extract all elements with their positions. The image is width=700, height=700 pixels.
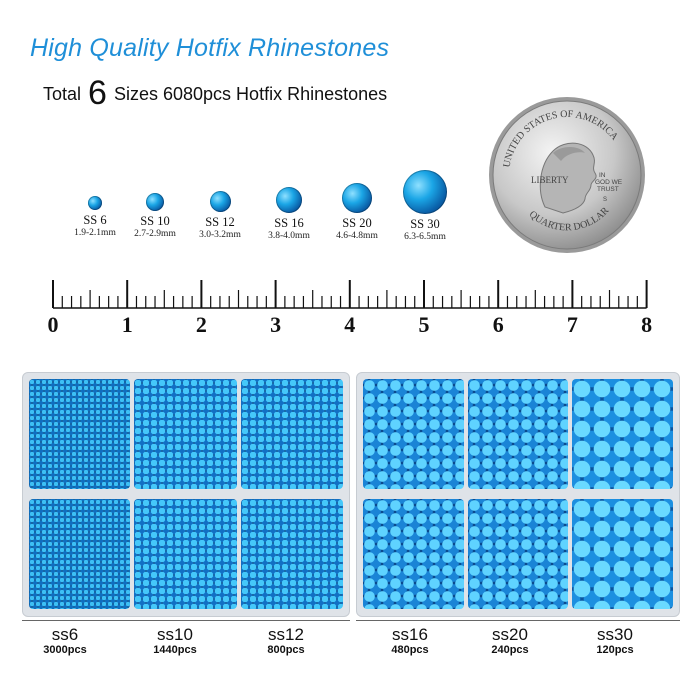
coin-motto: IN GOD WE TRUST: [595, 172, 623, 193]
compartment-ss30-bottom: [572, 499, 673, 609]
size-item: SS 10 2.7-2.9mm: [120, 193, 190, 239]
compartment-ss10-bottom: [134, 499, 237, 609]
size-range: 1.9-2.1mm: [74, 228, 116, 238]
rhinestone-icon: [342, 183, 372, 213]
coin-mint-mark: S: [603, 197, 607, 203]
ruler-number: 6: [493, 312, 504, 337]
compartment-size: ss10: [157, 625, 193, 644]
compartment-count: 240pcs: [491, 644, 529, 656]
ruler-number: 4: [344, 312, 355, 337]
rhinestone-icon: [276, 187, 302, 213]
compartment-label: ss20 240pcs: [455, 625, 565, 656]
rhinestone-icon: [403, 170, 447, 214]
compartment-ss20-bottom: [468, 499, 568, 609]
compartment-count: 3000pcs: [43, 644, 87, 656]
compartment-size: ss16: [392, 625, 428, 644]
ruler-number: 5: [419, 312, 430, 337]
compartment-ss6-bottom: [29, 499, 130, 609]
compartment-size: ss6: [51, 625, 79, 644]
compartment-size: ss12: [268, 625, 304, 644]
product-subtitle: Total 6 Sizes 6080pcs Hotfix Rhinestones: [43, 74, 387, 113]
subtitle-number: 6: [88, 74, 107, 112]
size-name: SS 16: [274, 216, 304, 230]
size-range: 3.0-3.2mm: [199, 230, 241, 240]
compartment-count: 800pcs: [267, 644, 305, 656]
storage-box-left: [22, 372, 350, 617]
bracket-line-left: [22, 620, 350, 621]
size-range: 6.3-6.5mm: [404, 232, 446, 242]
size-item: SS 20 4.6-4.8mm: [322, 183, 392, 241]
size-item: SS 30 6.3-6.5mm: [390, 170, 460, 242]
size-range: 4.6-4.8mm: [336, 231, 378, 241]
size-range: 2.7-2.9mm: [134, 229, 176, 239]
size-name: SS 10: [140, 214, 170, 228]
size-name: SS 20: [342, 216, 372, 230]
size-range: 3.8-4.0mm: [268, 231, 310, 241]
bracket-line-right: [356, 620, 680, 621]
size-name: SS 6: [83, 213, 107, 227]
size-name: SS 30: [410, 217, 440, 231]
compartment-count: 480pcs: [391, 644, 429, 656]
ruler-number: 2: [196, 312, 207, 337]
quarter-coin-image: UNITED STATES OF AMERICA QUARTER DOLLAR …: [489, 97, 645, 253]
ruler-number: 3: [270, 312, 281, 337]
subtitle-suffix: Sizes 6080pcs Hotfix Rhinestones: [113, 84, 388, 104]
rhinestone-icon: [209, 191, 231, 212]
ruler-number: 1: [122, 312, 133, 337]
size-item: SS 6 1.9-2.1mm: [60, 196, 130, 238]
compartment-count: 120pcs: [596, 644, 634, 656]
rhinestone-icon: [88, 196, 102, 210]
ruler-number: 0: [48, 312, 59, 337]
compartment-label: ss12 800pcs: [231, 625, 341, 656]
compartment-label: ss10 1440pcs: [120, 625, 230, 656]
size-name: SS 12: [205, 215, 235, 229]
ruler-number: 8: [641, 312, 652, 337]
inch-ruler: 0 1 2 3 4 5 6 7 8: [48, 280, 652, 337]
compartment-label: ss30 120pcs: [560, 625, 670, 656]
coin-liberty: LIBERTY: [531, 175, 569, 185]
compartment-ss12-top: [241, 379, 343, 489]
product-title: High Quality Hotfix Rhinestones: [30, 34, 390, 62]
compartment-ss20-top: [468, 379, 568, 489]
compartment-ss16-top: [363, 379, 464, 489]
size-item: SS 16 3.8-4.0mm: [254, 187, 324, 241]
rhinestone-icon: [146, 193, 164, 211]
compartment-ss30-top: [572, 379, 673, 489]
compartment-ss6-top: [29, 379, 130, 489]
size-item: SS 12 3.0-3.2mm: [185, 191, 255, 240]
subtitle-prefix: Total: [43, 84, 82, 104]
compartment-size: ss20: [492, 625, 528, 644]
compartment-label: ss16 480pcs: [355, 625, 465, 656]
compartment-label: ss6 3000pcs: [10, 625, 120, 656]
compartment-size: ss30: [597, 625, 633, 644]
ruler-number: 7: [567, 312, 578, 337]
size-reference-row: SS 6 1.9-2.1mm SS 10 2.7-2.9mm SS 12 3.0…: [0, 160, 480, 255]
compartment-ss16-bottom: [363, 499, 464, 609]
compartment-ss10-top: [134, 379, 237, 489]
compartment-ss12-bottom: [241, 499, 343, 609]
storage-box-right: [356, 372, 680, 617]
compartment-count: 1440pcs: [153, 644, 197, 656]
